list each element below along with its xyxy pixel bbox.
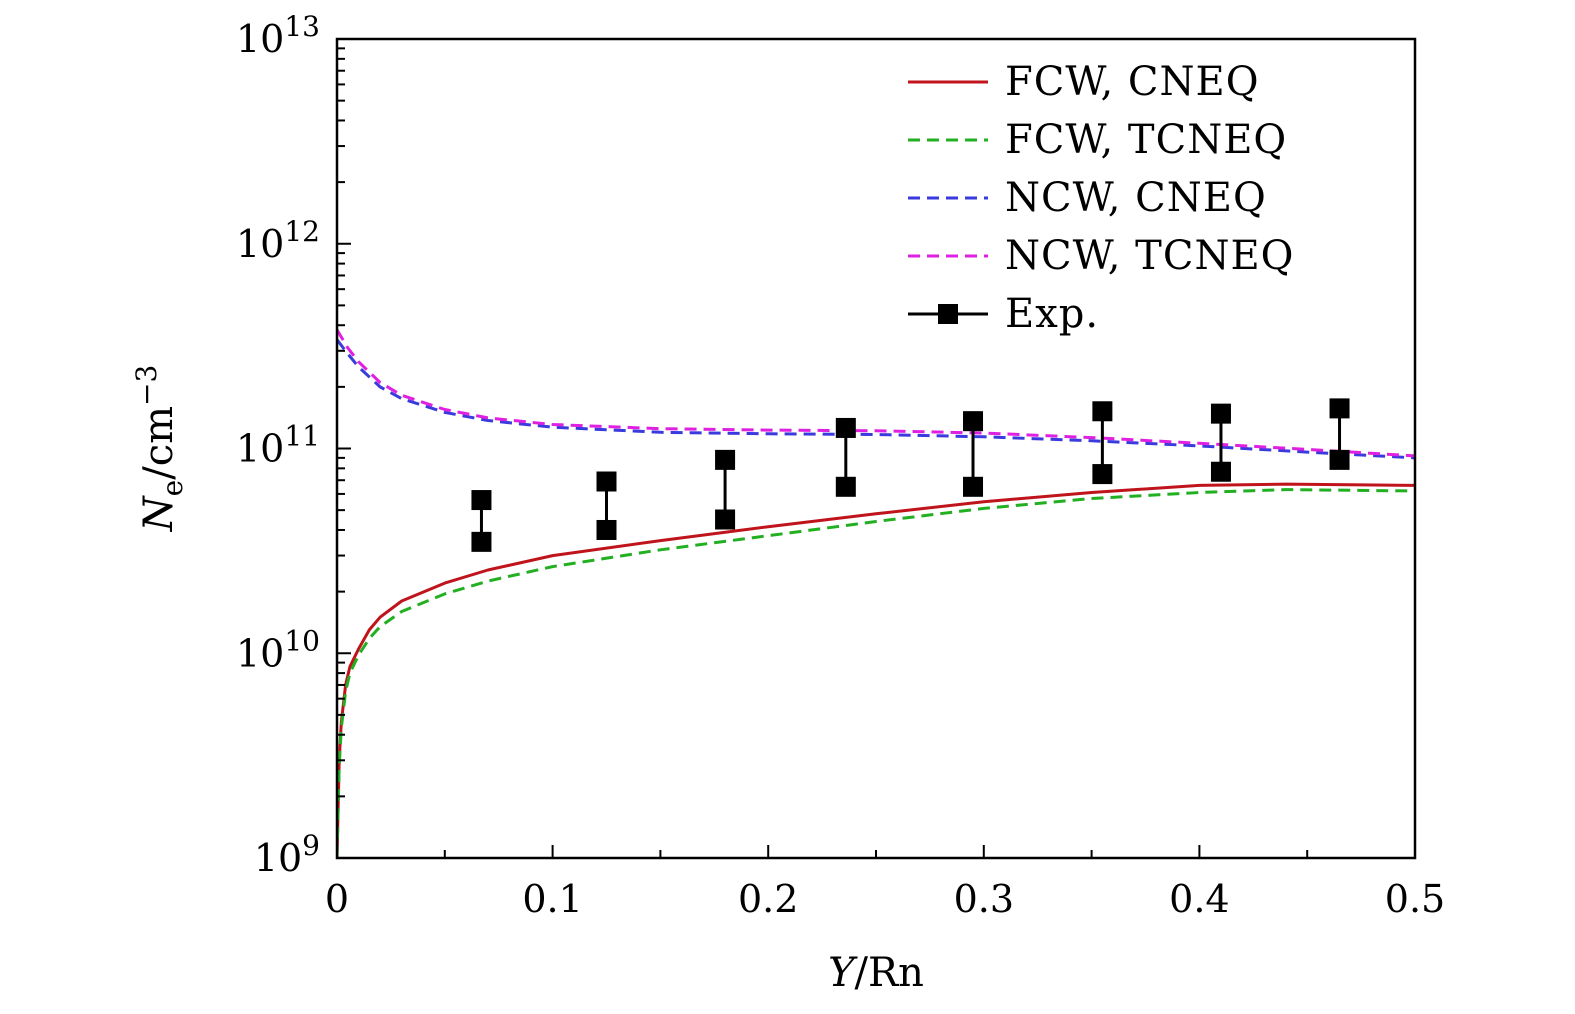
y-axis-subscript: e [156,480,189,497]
y-tick-label-1: 1010 [236,624,320,675]
exp-marker-low [1210,461,1231,482]
exp-marker-high [471,490,492,511]
legend-item-2: FCW, TCNEQ [908,117,1287,163]
y-tick-base: 10 [236,17,284,61]
y-tick-label-2: 1011 [236,420,320,471]
legend-marker [938,304,958,324]
legend-item-4: NCW, TCNEQ [908,233,1294,279]
y-tick-base: 10 [236,631,284,675]
series-line-1 [337,482,1415,858]
y-axis-superscript: −3 [130,365,163,406]
axis-titles: Y/Rn Ne/cm−3 [130,365,924,996]
y-axis-var: N [136,494,182,532]
legend-item-1: FCW, CNEQ [908,59,1260,105]
exp-marker-low [471,531,492,552]
chart-curves [337,329,1415,858]
legend-item-exp: Exp. [908,291,1099,337]
y-tick-exponent: 11 [284,420,320,453]
exp-marker-low [963,476,984,497]
x-axis-unit: /Rn [855,950,924,996]
exp-marker-low [835,476,856,497]
exp-marker-high [835,417,856,438]
legend-label: NCW, CNEQ [1005,175,1267,221]
exp-point-7 [1210,403,1231,482]
legend-label: NCW, TCNEQ [1005,233,1294,279]
legend-label: FCW, CNEQ [1005,59,1260,105]
exp-point-6 [1092,401,1113,485]
exp-marker-low [596,519,617,540]
y-tick-base: 10 [236,222,284,266]
exp-point-3 [715,449,736,530]
y-tick-exponent: 12 [284,215,320,248]
y-tick-label-4: 1013 [236,10,320,61]
exp-marker-high [1329,398,1350,419]
y-axis-title: Ne/cm−3 [130,365,189,533]
y-axis-unit: /cm [136,406,182,480]
exp-point-5 [963,411,984,497]
x-tick-label-1: 0.1 [522,877,582,921]
x-tick-label-0: 0 [325,877,349,921]
exp-marker-high [596,471,617,492]
y-tick-exponent: 13 [284,10,320,43]
legend-item-3: NCW, CNEQ [908,175,1267,221]
exp-point-2 [596,471,617,540]
exp-marker-high [715,449,736,470]
exp-marker-low [1092,464,1113,485]
x-axis-var: Y [828,950,858,996]
y-tick-exponent: 9 [302,829,320,862]
exp-marker-high [1092,401,1113,422]
x-axis-title: Y/Rn [828,950,924,996]
series-line-4 [337,329,1415,458]
exp-point-8 [1329,398,1350,470]
chart-legend: FCW, CNEQ FCW, TCNEQ NCW, CNEQ NCW, TCNEQ Ex… [908,59,1294,337]
exp-marker-high [1210,403,1231,424]
exp-marker-low [1329,449,1350,470]
x-tick-label-5: 0.5 [1385,877,1445,921]
exp-marker-high [963,411,984,432]
y-tick-base: 10 [254,836,302,880]
y-tick-label-0: 109 [254,829,320,880]
y-tick-exponent: 10 [284,624,320,657]
legend-label: Exp. [1005,291,1099,337]
x-tick-label-2: 0.2 [738,877,798,921]
x-tick-label-4: 0.4 [1169,877,1229,921]
exp-point-4 [835,417,856,497]
x-tick-label-3: 0.3 [954,877,1014,921]
y-tick-base: 10 [236,427,284,471]
y-tick-label-3: 1012 [236,215,320,266]
exp-marker-low [715,509,736,530]
exp-point-1 [471,490,492,552]
series-line-2 [337,488,1415,858]
legend-label: FCW, TCNEQ [1005,117,1287,163]
experimental-points [471,398,1350,552]
series-line-3 [337,338,1415,460]
